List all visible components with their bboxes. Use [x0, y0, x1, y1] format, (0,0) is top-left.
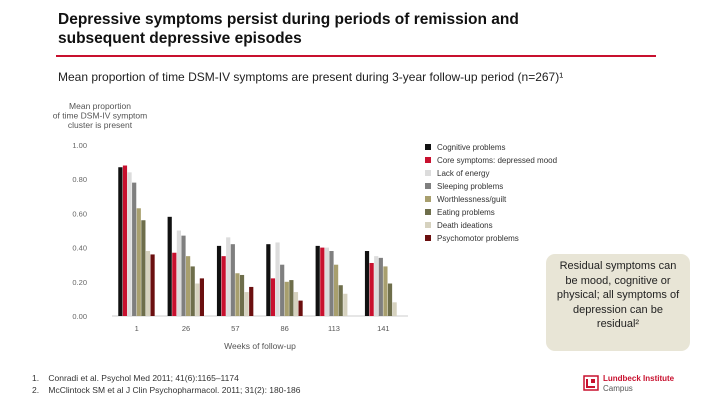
lundbeck-logo-icon: [583, 375, 599, 391]
x-tick-label: 113: [328, 324, 340, 333]
bar: [132, 182, 137, 316]
legend-label: Psychomotor problems: [437, 234, 519, 243]
reference-1: 1. Conradi et al. Psychol Med 2011; 41(6…: [32, 373, 301, 385]
bar: [195, 283, 200, 316]
bar: [293, 292, 299, 316]
title-line-2: subsequent depressive episodes: [58, 30, 302, 47]
bar: [369, 262, 374, 316]
bar: [226, 237, 231, 316]
legend-swatch: [425, 157, 431, 163]
bar: [118, 167, 123, 316]
bar: [186, 256, 191, 316]
bar: [239, 274, 245, 316]
x-tick-label: 57: [231, 324, 239, 333]
bar: [387, 283, 393, 316]
legend-label: Eating problems: [437, 208, 495, 217]
x-tick-label: 1: [135, 324, 139, 333]
legend-swatch: [425, 183, 431, 189]
title-line-1: Depressive symptoms persist during perio…: [58, 11, 519, 28]
bar: [383, 266, 388, 316]
bar: [374, 256, 379, 316]
lundbeck-logo: Lundbeck Institute Campus: [583, 373, 693, 397]
x-tick-label: 141: [377, 324, 390, 333]
y-axis-label-line: Mean proportion: [69, 101, 131, 111]
legend-swatch: [425, 222, 431, 228]
bar: [199, 278, 204, 316]
bar: [298, 300, 303, 316]
legend-swatch: [425, 196, 431, 202]
bar: [235, 273, 240, 316]
reference-2-text: McClintock SM et al J Clin Psychopharmac…: [48, 384, 301, 395]
legend-label: Death ideations: [437, 221, 493, 230]
bar: [280, 264, 285, 316]
reference-2: 2. McClintock SM et al J Clin Psychophar…: [32, 385, 301, 397]
bar: [122, 165, 128, 316]
bar: [334, 264, 339, 316]
bar: [284, 281, 289, 316]
y-tick-label: 1.00: [72, 141, 87, 150]
y-axis-label-line: cluster is present: [68, 120, 133, 130]
bar: [136, 208, 141, 316]
logo-line-2: Campus: [603, 384, 633, 393]
bar: [127, 172, 132, 316]
bar: [190, 266, 195, 316]
reference-1-number: 1.: [32, 373, 40, 383]
bar: [249, 286, 254, 316]
legend-swatch: [425, 235, 431, 241]
bar: [145, 251, 151, 316]
y-tick-label: 0.80: [72, 175, 87, 184]
bar: [141, 220, 146, 316]
reference-1-text: Conradi et al. Psychol Med 2011; 41(6):1…: [48, 373, 239, 383]
bar: [221, 256, 226, 316]
bar: [216, 245, 222, 316]
legend-label: Sleeping problems: [437, 182, 503, 191]
y-axis-label-line: of time DSM-IV symptom: [53, 111, 147, 121]
bar: [378, 257, 383, 316]
legend-label: Cognitive problems: [437, 143, 505, 152]
bar: [270, 278, 276, 316]
bar: [364, 251, 370, 316]
page-title: Depressive symptoms persist during perio…: [58, 10, 658, 48]
bar: [172, 252, 177, 316]
bar: [181, 235, 186, 316]
y-tick-label: 0.20: [72, 278, 87, 287]
residual-symptoms-callout: Residual symptoms can be mood, cognitive…: [546, 254, 690, 351]
bar: [392, 302, 397, 316]
logo-line-1: Lundbeck Institute: [603, 374, 675, 383]
bar: [338, 285, 343, 316]
bar: [329, 251, 334, 316]
title-divider: [56, 55, 656, 57]
y-tick-label: 0.60: [72, 209, 87, 218]
bar: [320, 247, 325, 316]
bar: [266, 244, 271, 316]
bar: [244, 292, 249, 316]
reference-2-number: 2.: [32, 384, 40, 395]
x-tick-label: 26: [182, 324, 190, 333]
legend-label: Worthlessness/guilt: [437, 195, 507, 204]
legend-label: Core symptoms: depressed mood: [437, 156, 557, 165]
bar: [150, 254, 155, 316]
bar: [230, 244, 235, 316]
bar: [343, 293, 348, 316]
bar: [315, 245, 320, 316]
bar: [176, 230, 181, 316]
legend-swatch: [425, 209, 431, 215]
bar: [275, 242, 280, 316]
references: 1. Conradi et al. Psychol Med 2011; 41(6…: [32, 373, 301, 396]
y-tick-label: 0.00: [72, 312, 87, 321]
y-tick-label: 0.40: [72, 244, 87, 253]
bar: [289, 280, 294, 316]
legend-swatch: [425, 170, 431, 176]
x-axis-label: Weeks of follow-up: [224, 341, 296, 351]
chart-subtitle: Mean proportion of time DSM-IV symptoms …: [58, 70, 564, 84]
bar: [167, 216, 172, 316]
legend-label: Lack of energy: [437, 169, 489, 178]
legend-swatch: [425, 144, 431, 150]
x-tick-label: 86: [280, 324, 288, 333]
bar: [324, 247, 329, 316]
